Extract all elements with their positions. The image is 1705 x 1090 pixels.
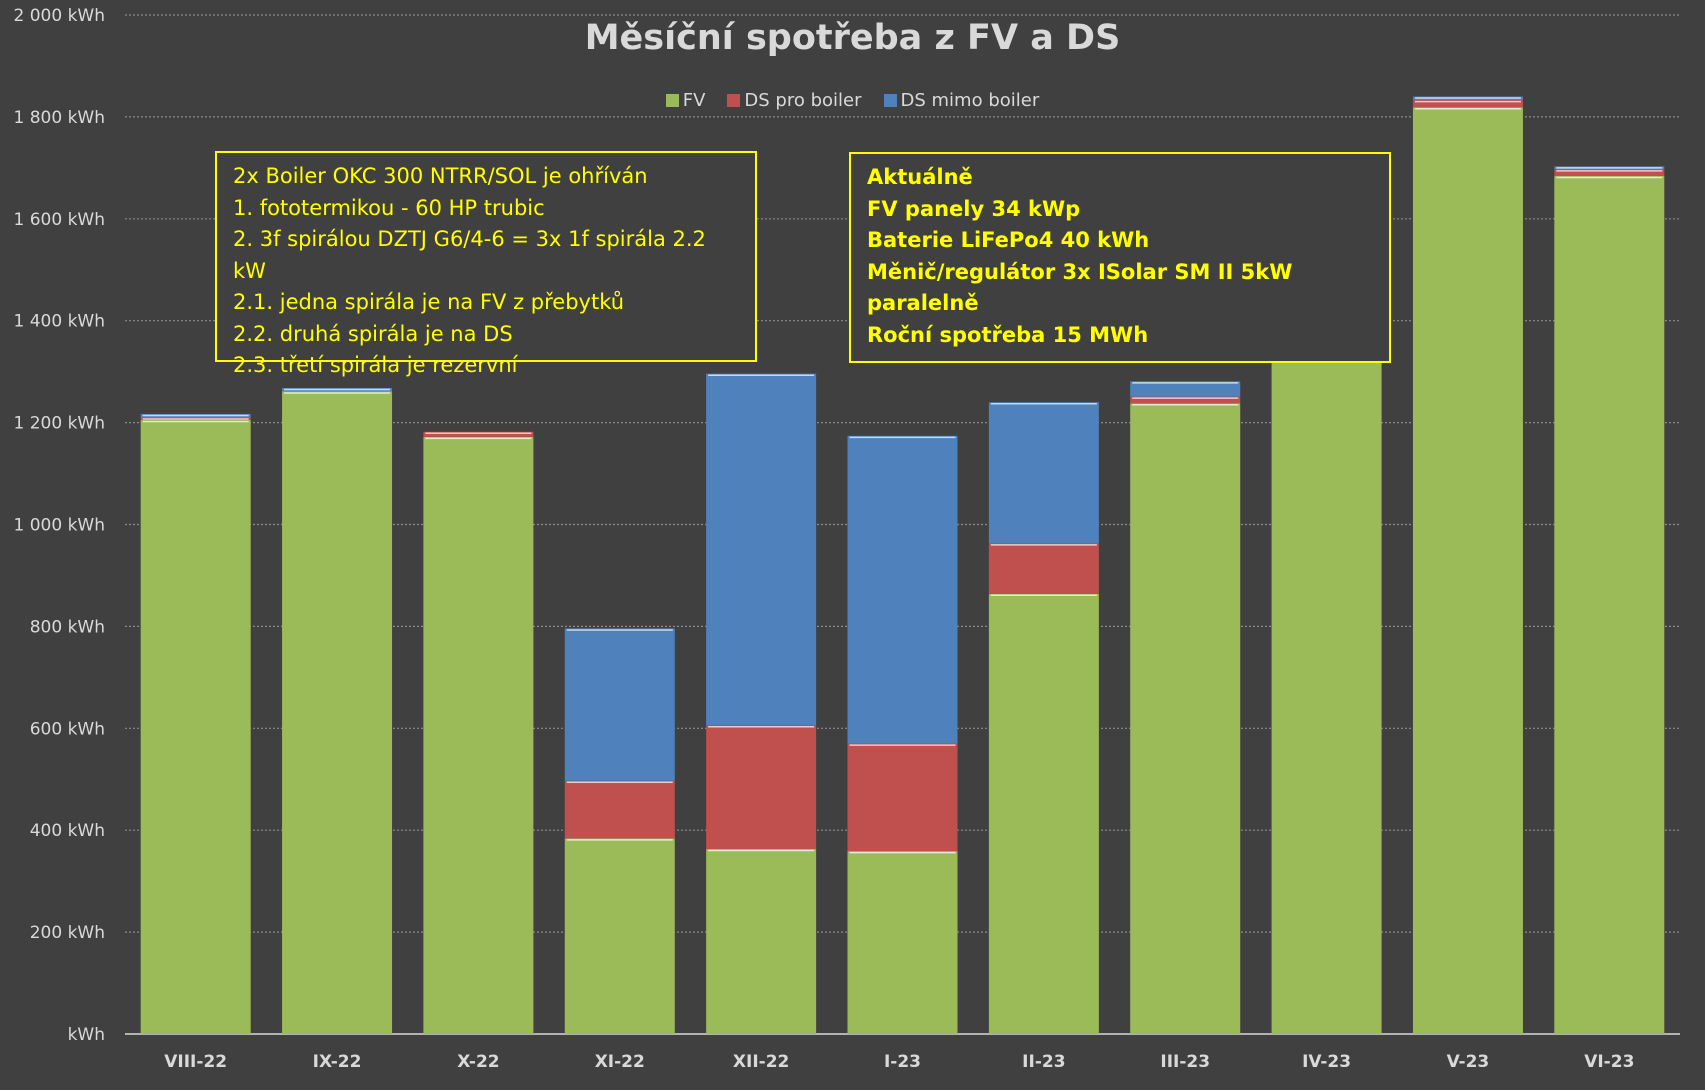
- note-line: Baterie LiFePo4 40 kWh: [867, 228, 1150, 252]
- y-tick-label: 400 kWh: [30, 821, 105, 841]
- y-tick-label: 1 600 kWh: [14, 210, 106, 230]
- legend-item-ds-mimo-boiler: DS mimo boiler: [883, 90, 1040, 111]
- bar-ds-pro-boiler: [1412, 100, 1523, 108]
- bar-fv: [140, 420, 251, 1034]
- x-tick-label: IV-23: [1302, 1052, 1351, 1072]
- x-tick-label: I-23: [884, 1052, 921, 1072]
- bar-ds-mimo-boiler: [564, 628, 675, 781]
- x-tick-label: V-23: [1447, 1052, 1490, 1072]
- bar-ds-pro-boiler: [706, 725, 817, 850]
- bar-ds-mimo-boiler: [706, 373, 817, 726]
- y-tick-label: 1 800 kWh: [14, 108, 106, 128]
- note-line: Měnič/regulátor 3x ISolar SM II 5kW para…: [867, 259, 1293, 316]
- legend: FV DS pro boiler DS mimo boiler: [0, 90, 1705, 111]
- x-tick-label: VI-23: [1584, 1052, 1634, 1072]
- legend-item-fv: FV: [665, 90, 706, 111]
- x-tick-label: III-23: [1160, 1052, 1210, 1072]
- note-line: 2.2. druhá spirála je na DS: [233, 321, 513, 346]
- y-tick-label: 800 kWh: [30, 617, 105, 637]
- bar-ds-mimo-boiler: [988, 402, 1099, 544]
- bar-ds-pro-boiler: [423, 431, 534, 437]
- note-line: 1. fototermikou - 60 HP trubic: [233, 195, 545, 220]
- bar-ds-pro-boiler: [847, 743, 958, 852]
- bar-ds-pro-boiler: [564, 780, 675, 839]
- bar-fv: [564, 838, 675, 1034]
- x-tick-label: II-23: [1022, 1052, 1065, 1072]
- bar-ds-mimo-boiler: [1130, 381, 1241, 397]
- bar-fv: [1271, 279, 1382, 1034]
- y-tick-label: 1 200 kWh: [14, 414, 106, 434]
- x-tick-label: XI-22: [595, 1052, 645, 1072]
- bar-fv: [1554, 176, 1665, 1034]
- note-line: 2x Boiler OKC 300 NTRR/SOL je ohříván: [233, 164, 648, 188]
- legend-label: DS mimo boiler: [900, 90, 1040, 111]
- legend-label: DS pro boiler: [744, 90, 862, 111]
- note-line: 2.1. jedna spirála je na FV z přebytků: [233, 290, 625, 314]
- bar-ds-pro-boiler: [1130, 396, 1241, 404]
- legend-swatch-ds-mimo-boiler: [883, 94, 897, 107]
- bar-fv: [988, 593, 1099, 1034]
- x-tick-label: XII-22: [733, 1052, 789, 1072]
- chart-title: Měsíční spotřeba z FV a DS: [584, 18, 1121, 58]
- bar-ds-pro-boiler: [988, 543, 1099, 594]
- legend-swatch-fv: [665, 94, 679, 107]
- y-tick-label: 200 kWh: [30, 923, 105, 943]
- y-tick-label: 1 400 kWh: [14, 312, 106, 332]
- note-line: FV panely 34 kWp: [867, 196, 1081, 221]
- y-tick-label: kWh: [68, 1025, 105, 1045]
- note-line: 2. 3f spirálou DZTJ G6/4-6 = 3x 1f spirá…: [233, 227, 706, 283]
- bar-fv: [706, 849, 817, 1034]
- x-tick-label: IX-22: [313, 1052, 362, 1072]
- y-tick-label: 1 000 kWh: [14, 516, 106, 536]
- bar-fv: [1130, 403, 1241, 1034]
- legend-swatch-ds-pro-boiler: [727, 94, 741, 107]
- legend-item-ds-pro-boiler: DS pro boiler: [727, 90, 862, 111]
- bar-ds-mimo-boiler: [847, 435, 958, 744]
- note-line: Roční spotřeba 15 MWh: [867, 322, 1149, 347]
- annotation-current-setup: Aktuálně FV panely 34 kWp Baterie LiFePo…: [849, 152, 1391, 363]
- note-line: 2.3. třetí spirála je rezervní: [233, 353, 518, 377]
- x-tick-label: VIII-22: [164, 1052, 227, 1072]
- x-tick-label: X-22: [457, 1052, 499, 1072]
- bar-fv: [1412, 107, 1523, 1035]
- y-tick-label: 2 000 kWh: [14, 6, 106, 26]
- y-tick-label: 600 kWh: [30, 719, 105, 739]
- annotation-boiler-info: 2x Boiler OKC 300 NTRR/SOL je ohříván 1.…: [215, 151, 757, 377]
- bar-fv: [282, 391, 393, 1034]
- legend-label: FV: [682, 90, 706, 111]
- bar-fv: [847, 851, 958, 1034]
- bar-fv: [423, 436, 534, 1035]
- note-line: Aktuálně: [867, 165, 973, 189]
- bar-ds-pro-boiler: [1554, 169, 1665, 177]
